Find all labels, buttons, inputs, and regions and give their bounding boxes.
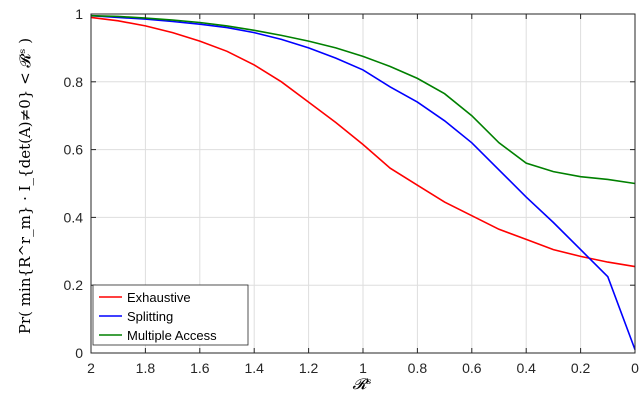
x-tick-label: 0.4 — [516, 360, 536, 376]
x-tick-label: 1.8 — [136, 360, 156, 376]
y-tick-label: 1 — [75, 6, 83, 22]
series-lines — [90, 14, 636, 350]
x-tick-label: 1.2 — [299, 360, 319, 376]
y-tick-label: 0.8 — [64, 74, 84, 90]
x-tick-label: 0.6 — [462, 360, 482, 376]
x-tick-label: 1 — [359, 360, 367, 376]
y-tick-label: 0 — [75, 345, 83, 361]
legend: Exhaustive Splitting Multiple Access — [92, 284, 249, 346]
x-tick-label: 1.6 — [190, 360, 210, 376]
y-tick-label: 0.4 — [64, 209, 84, 225]
x-axis-label: 𝓡ˢ — [352, 375, 371, 393]
y-tick-label: 0.6 — [64, 142, 84, 158]
series-line-splitting — [90, 14, 636, 350]
y-axis-label: Pr( min{R^r_m} · I_{det(A)≠0} < 𝓡ˢ ) — [16, 38, 34, 334]
series-line-multiple-access — [90, 14, 636, 185]
legend-label: Splitting — [127, 309, 173, 324]
series-line-exhaustive — [90, 16, 636, 268]
y-tick-labels: 0 0.2 0.4 0.6 0.8 1 — [64, 6, 635, 361]
x-tick-label: 0.8 — [408, 360, 428, 376]
x-tick-label: 0 — [631, 360, 639, 376]
x-tick-label: 1.4 — [244, 360, 264, 376]
x-tick-label: 2 — [87, 360, 95, 376]
x-tick-label: 0.2 — [571, 360, 591, 376]
y-tick-label: 0.2 — [64, 277, 84, 293]
legend-label: Multiple Access — [127, 328, 217, 343]
x-tick-labels: 2 1.8 1.6 1.4 1.2 1 0.8 0.6 0.4 0.2 0 — [87, 14, 639, 376]
legend-label: Exhaustive — [127, 290, 191, 305]
